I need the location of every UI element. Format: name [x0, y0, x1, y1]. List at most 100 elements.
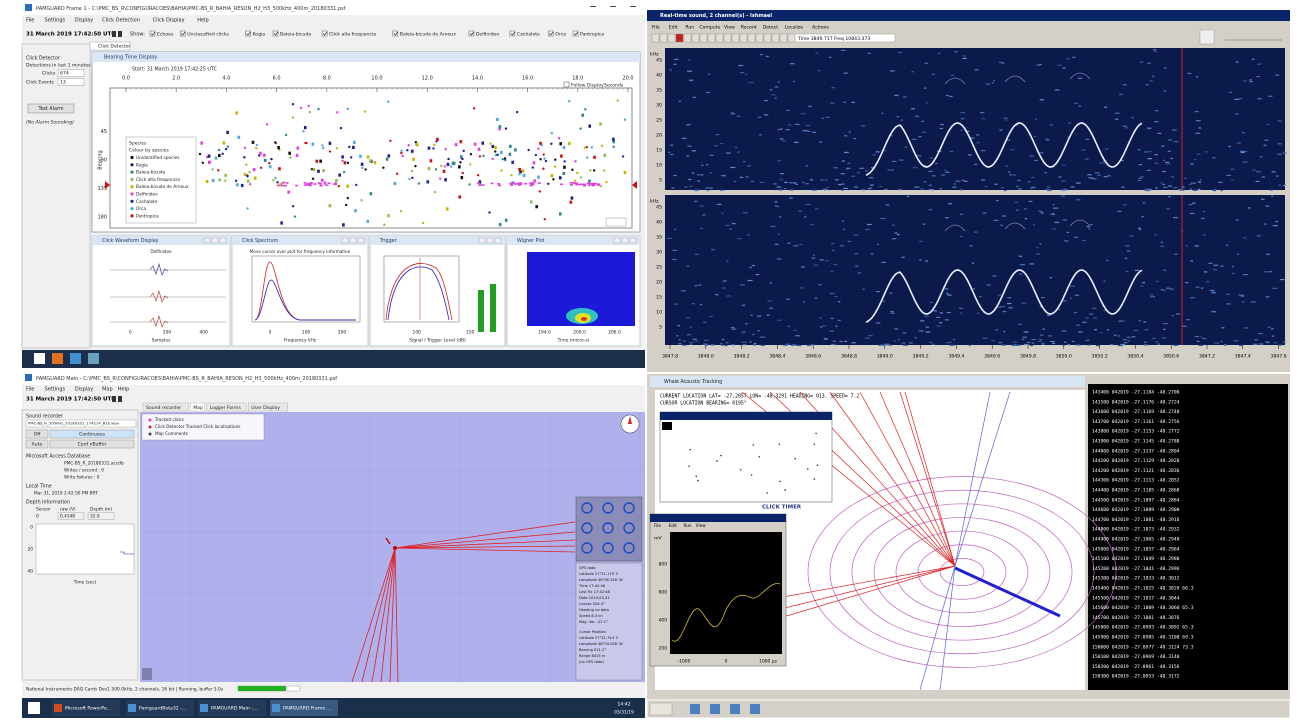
click-mark	[394, 182, 397, 185]
noise	[877, 244, 879, 245]
click-mark	[551, 132, 553, 134]
noise	[761, 345, 765, 346]
noise	[933, 310, 937, 311]
noise	[973, 288, 975, 289]
control	[1200, 30, 1214, 44]
click-mark	[199, 153, 201, 155]
click-mark	[387, 101, 389, 103]
noise	[869, 177, 873, 178]
toolbar-button	[788, 34, 795, 42]
noise	[835, 296, 838, 297]
click-mark	[329, 150, 331, 152]
click-mark	[560, 155, 563, 158]
log-row: 145200 042019 -27.1041 -48.2996	[1092, 566, 1180, 572]
page: PAMGUARD Frame 1 - C:\PMC_BS_R\CONFIGURA…	[0, 0, 1302, 725]
noise	[795, 124, 800, 125]
noise	[1148, 151, 1152, 152]
legend-marker	[130, 214, 133, 217]
noise	[892, 225, 895, 226]
noise	[1168, 139, 1172, 140]
click-mark	[537, 176, 540, 179]
click-mark	[300, 107, 302, 109]
noise	[1017, 180, 1021, 181]
noise	[791, 345, 795, 346]
noise	[946, 293, 949, 294]
noise	[945, 217, 948, 218]
gps-line: Longitude 48°06.326' W	[579, 578, 623, 582]
click-dot	[814, 443, 816, 445]
noise	[932, 344, 935, 345]
x-tick-label: 3849.0	[877, 354, 893, 360]
taskbar-icon	[88, 353, 99, 364]
click-mark	[208, 155, 211, 158]
menu-item: Display	[75, 387, 93, 393]
click-mark	[315, 160, 318, 163]
menu-item: Compute	[699, 25, 720, 31]
noise	[1164, 67, 1166, 68]
noise	[848, 241, 852, 242]
click-mark	[317, 170, 320, 173]
noise	[767, 301, 771, 302]
noise	[884, 189, 888, 190]
noise	[1229, 92, 1232, 93]
noise	[1078, 78, 1082, 79]
noise	[722, 339, 724, 340]
click-mark	[570, 184, 573, 186]
noise	[898, 189, 902, 190]
noise	[938, 53, 941, 54]
label: Click Detector	[26, 56, 60, 62]
click-mark	[223, 141, 226, 144]
click-mark	[338, 185, 340, 187]
menu-item: Edit	[669, 523, 677, 528]
button-label: Test Alarm	[37, 106, 63, 112]
button-label: Auto	[32, 442, 43, 448]
y-tick-label: 40	[656, 73, 662, 79]
pause-button	[112, 31, 116, 37]
log-row: 150000 042019 -27.0977 -48.3124 73.3	[1092, 644, 1194, 650]
click-mark	[285, 134, 287, 136]
click-mark	[317, 108, 319, 110]
noise	[1013, 341, 1018, 342]
noise	[731, 113, 735, 114]
noise	[694, 190, 699, 191]
plot-area	[252, 256, 360, 322]
y-tick-label: 600	[659, 590, 668, 596]
click-dot	[716, 460, 718, 462]
noise	[697, 174, 700, 175]
noise	[1114, 335, 1116, 336]
noise	[1278, 120, 1282, 121]
click-mark	[509, 183, 512, 185]
noise	[813, 264, 818, 265]
noise	[729, 229, 732, 230]
noise	[1156, 281, 1159, 282]
tab-label: User Display	[251, 405, 280, 411]
noise	[1139, 320, 1141, 321]
click-mark	[225, 148, 227, 150]
noise	[1097, 175, 1101, 176]
noise	[1144, 344, 1148, 345]
noise	[1200, 179, 1202, 180]
noise	[815, 297, 817, 298]
noise	[731, 327, 735, 328]
noise	[1250, 81, 1253, 82]
click-mark	[524, 183, 527, 185]
click-mark	[360, 199, 362, 201]
click-mark	[382, 166, 384, 168]
noise	[1074, 312, 1077, 313]
window-button	[630, 6, 636, 7]
noise	[1061, 195, 1065, 196]
click-mark	[350, 156, 352, 158]
noise	[685, 317, 690, 318]
click-mark	[505, 127, 507, 129]
filter-label: Cachalote	[517, 32, 540, 38]
click-mark	[400, 210, 402, 212]
click-mark	[597, 184, 600, 186]
noise	[1195, 133, 1200, 134]
toolbar-button	[732, 34, 739, 42]
click-mark	[276, 181, 278, 183]
noise	[890, 313, 894, 314]
noise	[775, 244, 779, 245]
click-mark	[551, 174, 554, 177]
noise	[1164, 187, 1168, 188]
noise	[1039, 339, 1042, 340]
